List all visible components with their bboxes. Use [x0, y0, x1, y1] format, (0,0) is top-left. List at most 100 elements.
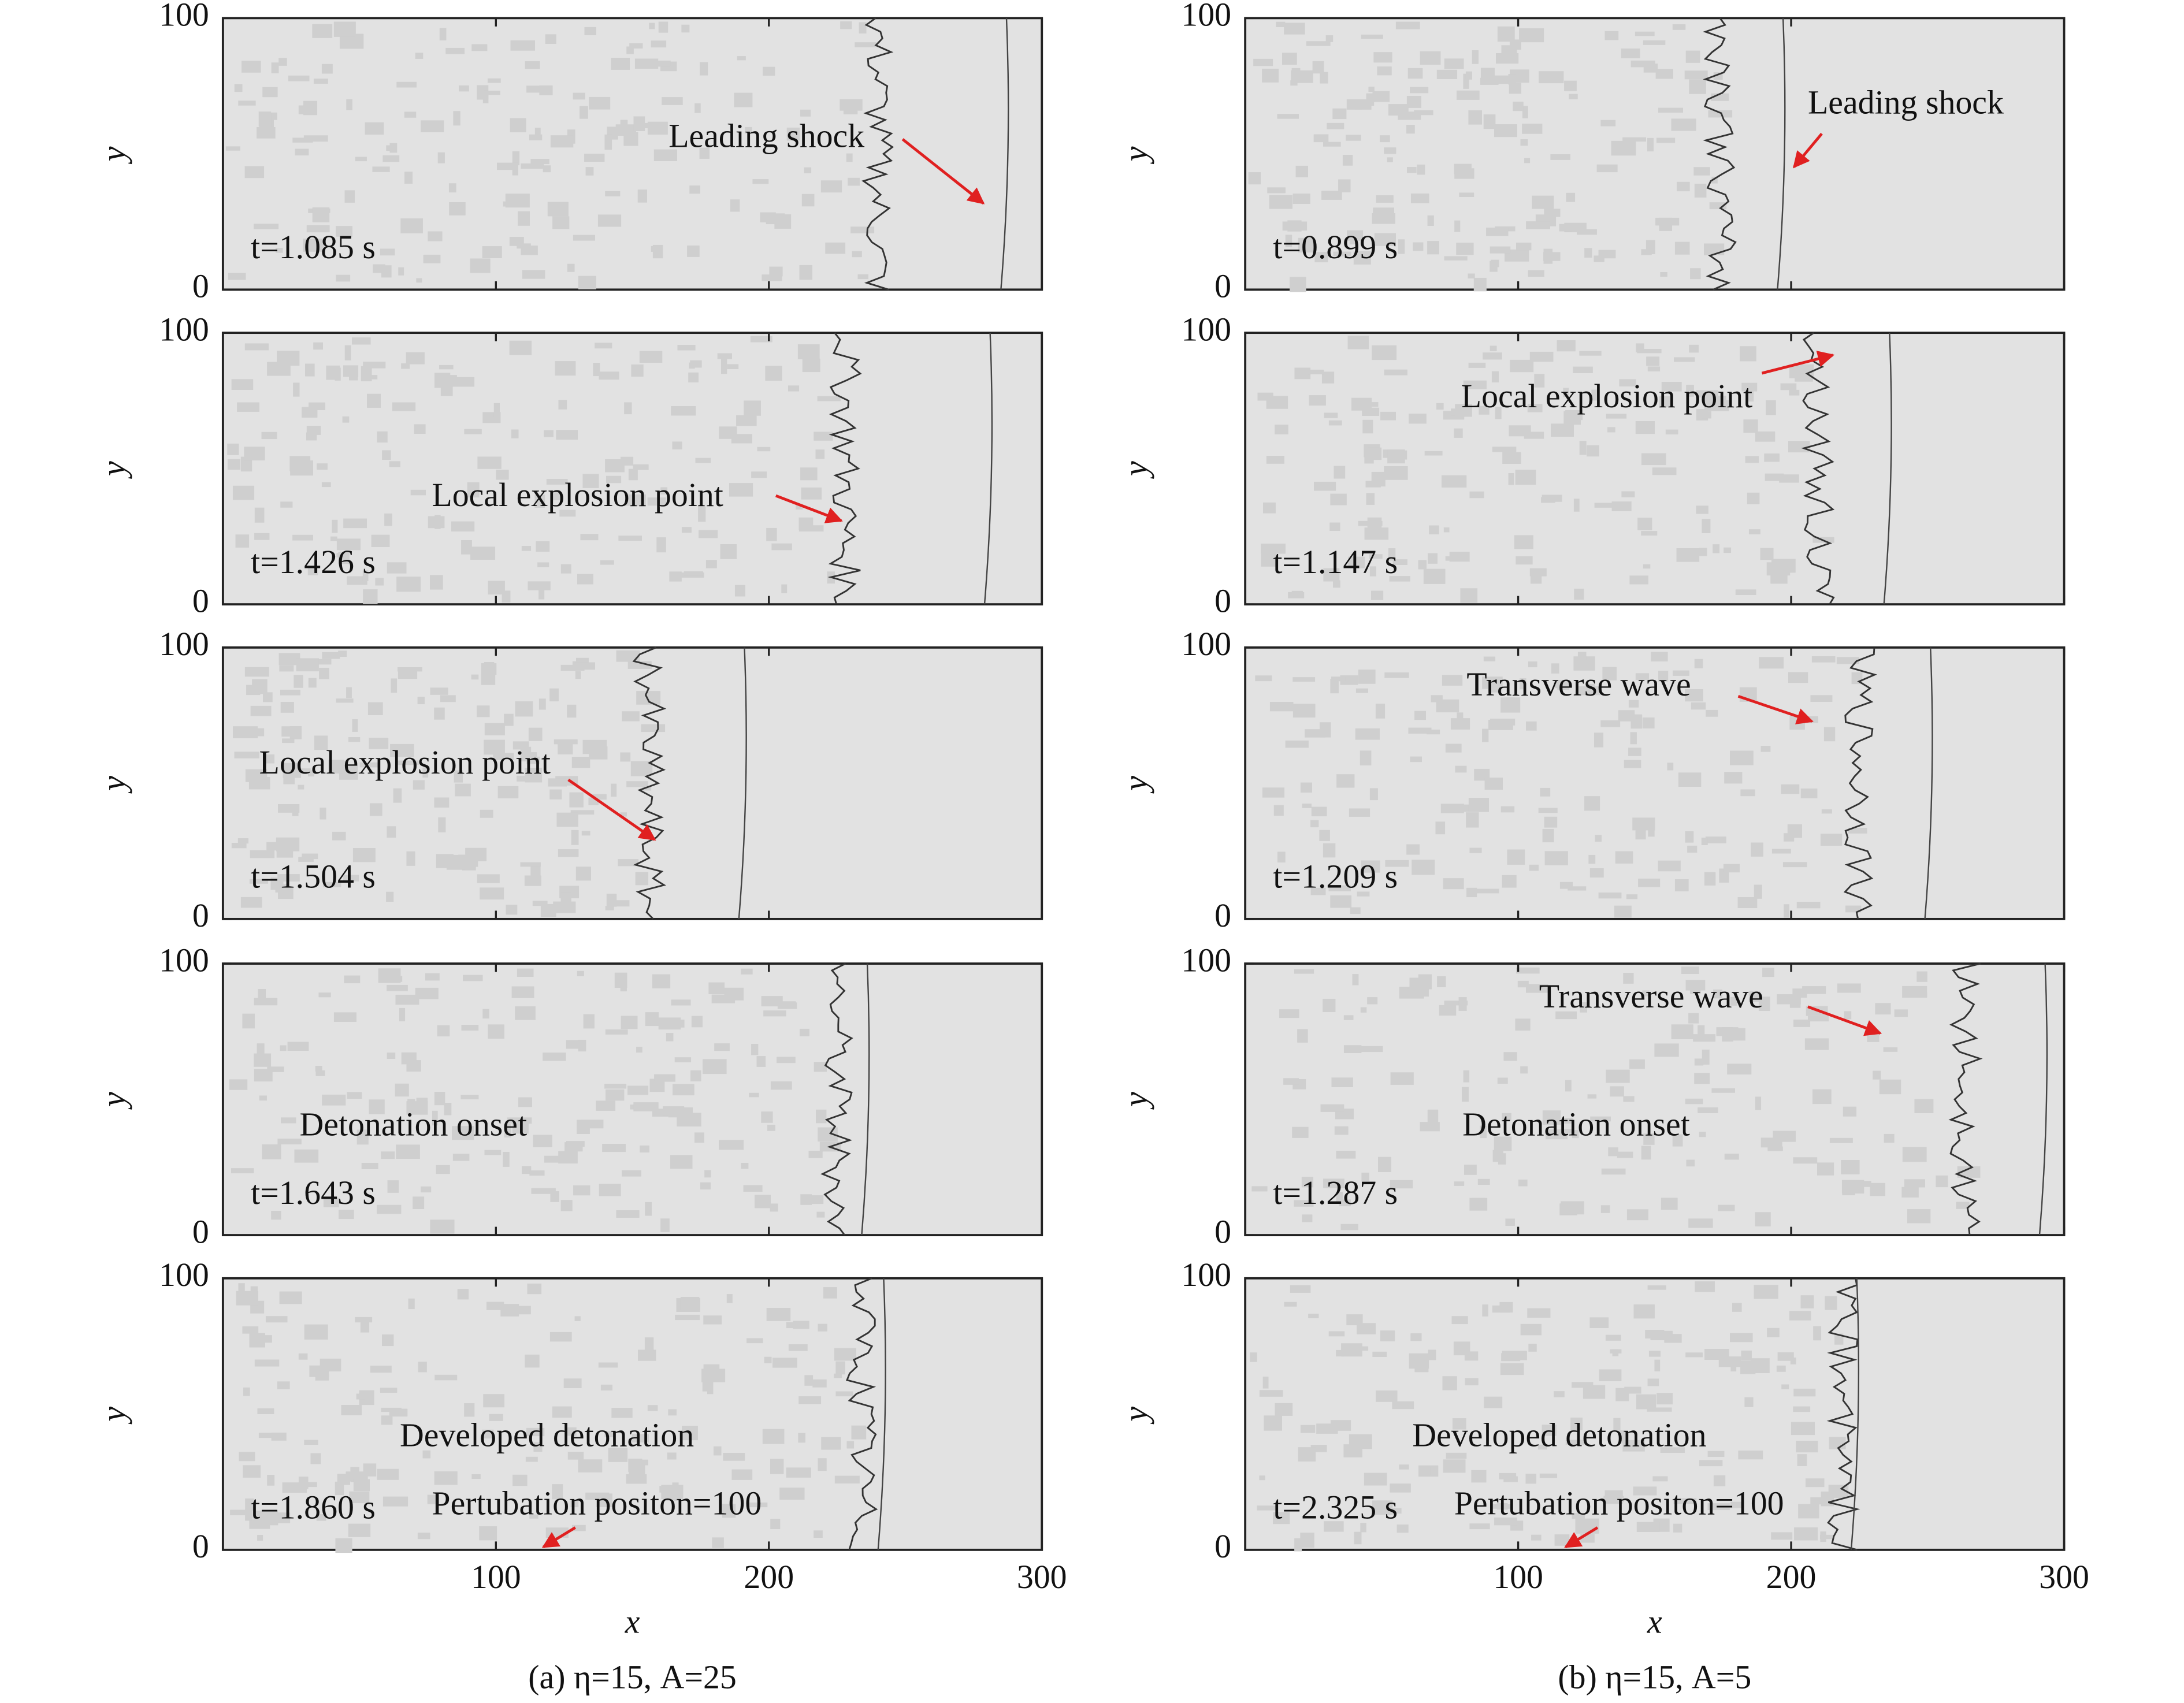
texture	[1820, 834, 1843, 846]
texture	[1737, 897, 1758, 908]
time-label: t=1.147 s	[1273, 543, 1398, 581]
texture	[852, 251, 862, 258]
texture	[401, 363, 410, 369]
texture	[762, 1429, 785, 1444]
texture	[722, 1504, 736, 1518]
texture	[528, 727, 543, 741]
texture	[1385, 860, 1409, 867]
y-tick-label: 0	[1214, 1213, 1231, 1250]
texture	[439, 365, 454, 370]
texture	[380, 248, 395, 256]
texture	[1667, 763, 1674, 771]
texture	[1777, 1352, 1794, 1361]
texture	[1705, 836, 1726, 843]
y-tick-label: 100	[1181, 0, 1231, 34]
texture	[1619, 379, 1636, 386]
texture	[506, 905, 518, 915]
x-tick-label: 100	[1493, 1558, 1543, 1596]
texture	[234, 752, 259, 758]
texture	[1699, 548, 1707, 556]
texture	[1269, 702, 1294, 712]
texture	[1628, 748, 1641, 756]
texture	[549, 789, 562, 800]
texture	[387, 984, 408, 991]
texture	[701, 1369, 726, 1382]
leading-shock	[983, 333, 993, 605]
texture	[1490, 1504, 1512, 1509]
texture	[1418, 560, 1427, 570]
flame-front	[1703, 17, 1737, 291]
texture	[1723, 864, 1740, 873]
texture	[1320, 72, 1328, 84]
texture	[401, 1052, 417, 1065]
texture	[1309, 395, 1326, 406]
texture	[1302, 804, 1312, 808]
texture	[361, 366, 372, 382]
texture	[634, 58, 659, 69]
texture	[1685, 831, 1694, 843]
texture	[1684, 70, 1708, 80]
texture	[1442, 475, 1467, 488]
texture	[543, 1053, 566, 1061]
texture	[271, 62, 279, 73]
texture	[689, 185, 700, 194]
texture	[1369, 554, 1383, 559]
texture	[570, 810, 595, 815]
texture	[355, 1317, 373, 1323]
texture	[504, 1124, 511, 1138]
texture	[1437, 976, 1446, 987]
texture	[571, 1524, 586, 1531]
texture	[1829, 1137, 1853, 1143]
time-label: t=2.325 s	[1273, 1489, 1398, 1526]
caption: (b) η=15, A=5	[1558, 1659, 1751, 1696]
texture	[690, 1070, 701, 1081]
texture	[605, 906, 614, 910]
texture	[1323, 843, 1336, 858]
texture	[628, 1459, 642, 1472]
texture	[439, 28, 447, 40]
texture	[1374, 233, 1396, 246]
texture	[1636, 1522, 1660, 1532]
texture	[1372, 213, 1395, 224]
texture	[737, 56, 746, 61]
texture	[1584, 248, 1592, 258]
texture	[1606, 414, 1627, 419]
texture	[1740, 789, 1755, 797]
texture	[1681, 966, 1699, 975]
texture	[801, 487, 822, 500]
texture	[1339, 1199, 1351, 1207]
y-axis-label: y	[95, 776, 132, 794]
texture	[467, 482, 480, 498]
texture	[734, 92, 753, 107]
texture	[1494, 1136, 1512, 1151]
texture	[1800, 788, 1818, 798]
texture	[344, 975, 361, 984]
texture	[1841, 1180, 1864, 1194]
texture	[1622, 137, 1646, 142]
texture	[303, 135, 328, 142]
texture	[1659, 396, 1672, 407]
texture	[278, 58, 287, 66]
texture	[741, 1163, 749, 1169]
texture	[1655, 69, 1673, 79]
texture	[349, 374, 358, 381]
texture	[227, 443, 239, 455]
texture	[430, 687, 448, 695]
texture	[342, 760, 348, 770]
texture	[452, 1126, 474, 1140]
texture	[698, 507, 706, 522]
texture	[367, 702, 383, 715]
texture	[1516, 242, 1532, 251]
texture	[834, 1348, 856, 1361]
texture	[1520, 1066, 1528, 1074]
texture	[529, 1170, 545, 1176]
texture	[477, 85, 489, 100]
texture	[605, 1029, 628, 1035]
texture	[1264, 1415, 1282, 1431]
texture	[230, 1509, 251, 1516]
texture	[1376, 1390, 1398, 1402]
texture	[1794, 1527, 1818, 1541]
texture	[267, 1066, 284, 1072]
texture	[604, 1431, 615, 1437]
texture	[1395, 21, 1420, 29]
